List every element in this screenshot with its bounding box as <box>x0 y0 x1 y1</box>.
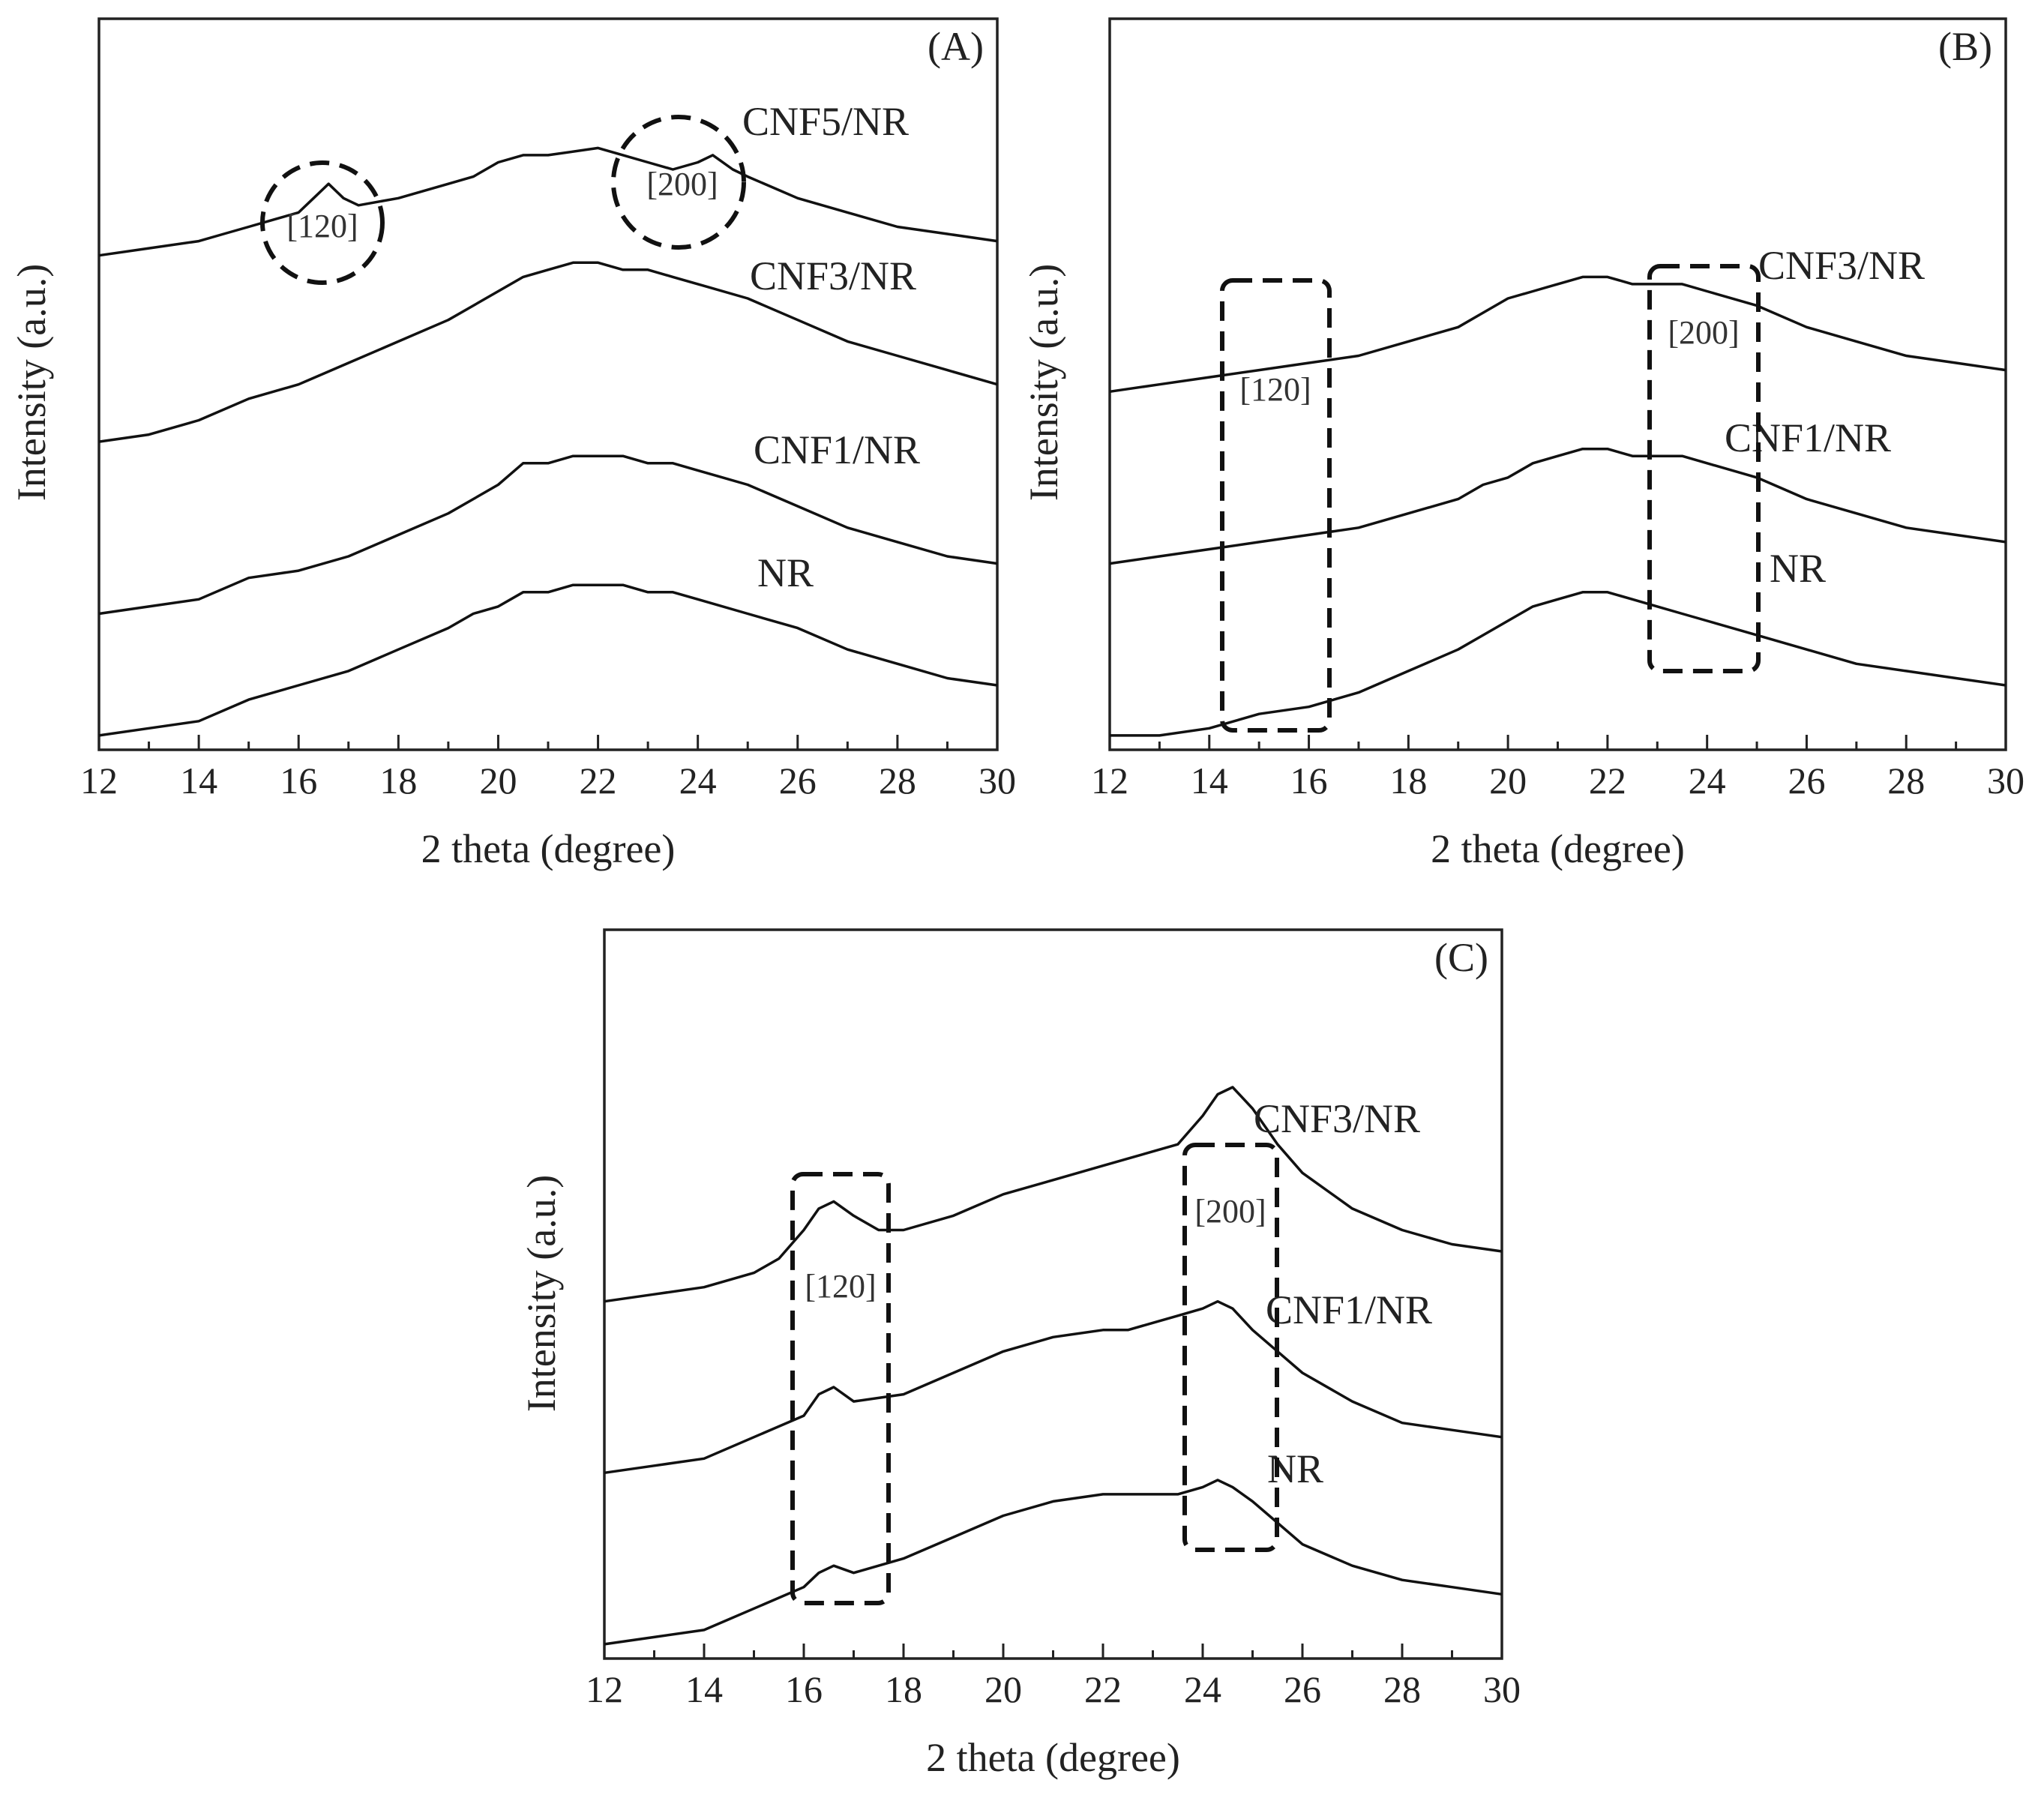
annotation-box <box>1220 278 1332 733</box>
x-tick-label: 14 <box>685 1668 723 1710</box>
series-label: CNF5/NR <box>742 99 909 144</box>
series-line-nr <box>98 583 998 737</box>
x-tick-label: 22 <box>1589 760 1626 802</box>
series-label: CNF1/NR <box>1725 415 1891 460</box>
annotation-box <box>1182 1143 1279 1552</box>
x-tick-label: 24 <box>1689 760 1726 802</box>
series-line-cnf3-nr <box>604 1086 1503 1303</box>
x-tick-label: 26 <box>1284 1668 1321 1710</box>
x-tick-label: 30 <box>1483 1668 1521 1710</box>
x-tick-label: 26 <box>1788 760 1825 802</box>
series-line-nr <box>1110 591 2007 737</box>
x-tick-label: 18 <box>885 1668 922 1710</box>
series-label: CNF3/NR <box>1758 243 1925 288</box>
panel-label: (C) <box>1434 935 1488 980</box>
annotation-box <box>790 1172 891 1605</box>
series-label: CNF3/NR <box>1254 1096 1420 1141</box>
series-line-cnf5-nr <box>98 146 998 257</box>
y-axis-label: Intensity (a.u.) <box>1021 264 1066 501</box>
x-tick-label: 18 <box>1389 760 1427 802</box>
x-tick-label: 12 <box>586 1668 623 1710</box>
x-axis-label: 2 theta (degree) <box>926 1735 1180 1780</box>
chart-panel-3: 12 14 16 18 20 22 24 26 28 30 2 theta (degree) Inte… <box>519 928 1521 1780</box>
x-tick-label: 16 <box>785 1668 823 1710</box>
series-label: CNF1/NR <box>754 427 920 472</box>
x-tick-label: 24 <box>679 760 717 802</box>
series-line-nr <box>604 1479 1503 1646</box>
annotation-label: [200] <box>1668 314 1739 351</box>
series-label: CNF3/NR <box>750 253 916 298</box>
x-tick-label: 28 <box>879 760 916 802</box>
series-line-cnf3-nr <box>1109 275 2007 394</box>
y-axis-label: Intensity (a.u.) <box>519 1175 564 1412</box>
panel-label: (B) <box>1938 24 1992 69</box>
series-line-cnf3-nr <box>98 261 998 443</box>
x-tick-label: 20 <box>1489 760 1527 802</box>
x-tick-label: 30 <box>1987 760 2025 802</box>
x-tick-label: 12 <box>80 760 118 802</box>
series-label: CNF1/NR <box>1266 1287 1432 1332</box>
chart-panel-2: 12 14 16 18 20 22 24 26 28 30 2 theta (degree) Inte… <box>1021 17 2025 871</box>
series-line-cnf1-nr <box>604 1299 1503 1475</box>
x-axis-label: 2 theta (degree) <box>1431 826 1685 871</box>
x-tick-label: 28 <box>1887 760 1925 802</box>
panel-label: (A) <box>928 24 984 69</box>
x-tick-label: 16 <box>1290 760 1328 802</box>
annotation-box <box>1647 264 1761 673</box>
series-label: NR <box>1770 546 1826 591</box>
series-line-cnf1-nr <box>98 454 998 616</box>
annotation-circle <box>611 115 746 250</box>
series-line-cnf1-nr <box>1109 447 2007 565</box>
annotation-circle <box>260 160 385 285</box>
x-tick-label: 26 <box>779 760 817 802</box>
x-tick-label: 12 <box>1091 760 1128 802</box>
x-tick-label: 14 <box>1191 760 1228 802</box>
x-tick-label: 30 <box>979 760 1016 802</box>
annotation-label: [200] <box>646 166 718 202</box>
x-tick-label: 24 <box>1184 1668 1221 1710</box>
annotation-label: [120] <box>805 1268 876 1305</box>
y-axis-label: Intensity (a.u.) <box>9 264 54 501</box>
x-axis-label: 2 theta (degree) <box>421 826 676 871</box>
x-tick-label: 14 <box>180 760 217 802</box>
x-tick-label: 18 <box>379 760 417 802</box>
x-tick-label: 16 <box>280 760 317 802</box>
x-tick-label: 20 <box>479 760 517 802</box>
chart-panel-1: 12 14 16 18 20 22 24 26 28 30 2 theta (degree) Inte… <box>9 17 1016 871</box>
x-tick-label: 28 <box>1383 1668 1421 1710</box>
x-tick-label: 22 <box>1084 1668 1122 1710</box>
series-label: NR <box>757 550 814 595</box>
annotation-label: [200] <box>1194 1193 1266 1230</box>
annotation-label: [120] <box>286 208 358 244</box>
x-tick-label: 20 <box>985 1668 1022 1710</box>
annotation-label: [120] <box>1239 371 1311 408</box>
x-tick-label: 22 <box>580 760 617 802</box>
